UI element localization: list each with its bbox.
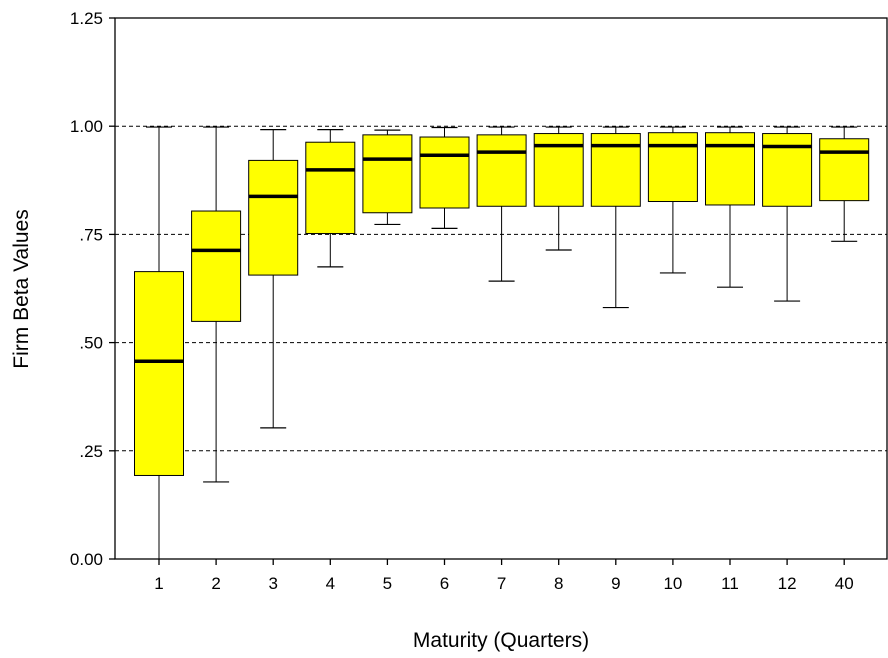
box — [248, 159, 299, 276]
y-tick-label: 1.00 — [70, 117, 103, 136]
box-group — [305, 129, 356, 268]
x-tick-label: 4 — [326, 574, 335, 593]
box-group — [647, 126, 698, 274]
box — [419, 136, 470, 209]
y-tick-label: .25 — [79, 442, 103, 461]
x-tick-label: 11 — [721, 574, 739, 593]
box — [476, 134, 527, 207]
x-tick-label: 2 — [211, 574, 220, 593]
boxes — [134, 126, 870, 559]
box-group — [590, 126, 641, 309]
x-tick-label: 12 — [778, 574, 797, 593]
y-axis-title: Firm Beta Values — [10, 209, 33, 369]
y-axis-ticks: 0.00 .25 .50 .75 1.00 1.25 — [70, 9, 115, 569]
box-group — [762, 126, 813, 302]
x-tick-label: 1 — [154, 574, 163, 593]
box-group — [248, 129, 299, 429]
x-tick-label: 3 — [268, 574, 277, 593]
x-tick-label: 40 — [835, 574, 854, 593]
x-tick-label: 10 — [663, 574, 682, 593]
box-group — [419, 126, 470, 229]
x-tick-label: 5 — [383, 574, 392, 593]
y-tick-label: .50 — [79, 334, 103, 353]
box-group — [362, 129, 413, 226]
box-group — [476, 126, 527, 282]
y-tick-label: 1.25 — [70, 9, 103, 28]
box-group — [191, 126, 242, 483]
box — [762, 133, 813, 207]
x-tick-label: 6 — [440, 574, 449, 593]
box-group — [134, 126, 184, 559]
box — [705, 132, 755, 206]
box — [191, 210, 242, 322]
box — [305, 141, 356, 235]
y-tick-label: 0.00 — [70, 550, 103, 569]
box — [647, 132, 698, 203]
box-group — [533, 126, 584, 251]
y-tick-label: .75 — [79, 225, 103, 244]
box — [819, 138, 870, 202]
x-tick-label: 8 — [554, 574, 563, 593]
box-group — [819, 126, 870, 242]
box — [362, 134, 413, 214]
x-axis-title: Maturity (Quarters) — [413, 629, 589, 652]
x-tick-label: 9 — [611, 574, 620, 593]
x-axis-ticks: 1 2 3 4 5 6 7 8 9 10 11 12 40 — [154, 559, 854, 593]
box — [134, 271, 184, 476]
x-tick-label: 7 — [497, 574, 506, 593]
box-group — [705, 126, 755, 288]
